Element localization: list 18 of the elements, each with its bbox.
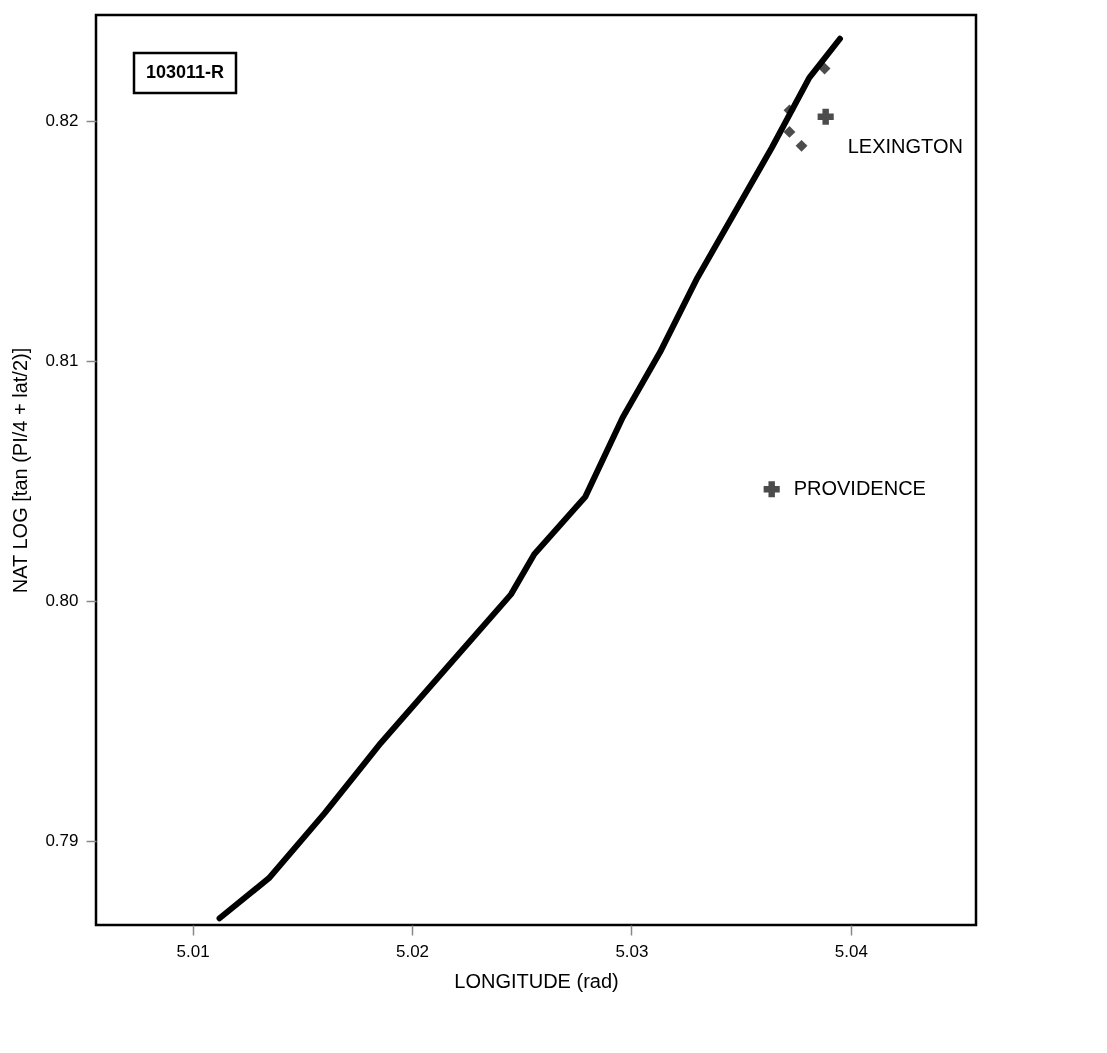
annotation: LEXINGTON xyxy=(847,134,963,157)
y-tick-label: 0.79 xyxy=(45,831,79,851)
point xyxy=(795,139,808,152)
point xyxy=(818,62,831,75)
point xyxy=(817,108,834,125)
y-tick-label: 0.80 xyxy=(45,591,79,611)
x-axis-title: LONGITUDE (rad) xyxy=(454,969,619,992)
x-tick-label: 5.02 xyxy=(395,941,430,961)
point xyxy=(763,481,780,498)
x-tick-label: 5.01 xyxy=(176,941,210,961)
annotation: 103011-R xyxy=(145,62,225,82)
y-tick-label: 0.82 xyxy=(45,111,79,131)
y-axis-title: NAT LOG [tan (PI/4 + lat/2)] xyxy=(9,347,32,594)
x-tick-label: 5.04 xyxy=(834,941,868,961)
annotation: PROVIDENCE xyxy=(793,477,926,500)
y-tick-label: 0.81 xyxy=(45,351,79,371)
x-tick-label: 5.03 xyxy=(615,941,649,961)
point xyxy=(783,126,796,138)
